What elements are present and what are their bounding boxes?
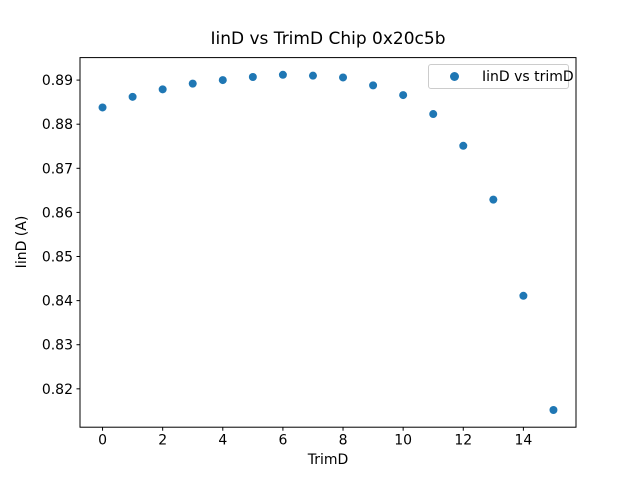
axes-spines [79, 57, 577, 428]
x-tick-label: 6 [278, 433, 287, 449]
y-tick-label: 0.86 [42, 205, 73, 221]
x-tick-label: 14 [514, 433, 532, 449]
data-point [158, 85, 167, 94]
data-point [339, 73, 348, 82]
data-point [519, 291, 528, 300]
data-point [429, 110, 438, 119]
data-point [489, 195, 498, 204]
y-axis-label: IinD (A) [14, 215, 30, 269]
data-point [188, 79, 197, 88]
y-tick-label: 0.88 [42, 117, 73, 133]
legend: IinD vs trimD [428, 64, 574, 89]
y-tick-label: 0.89 [42, 73, 73, 89]
x-axis-label: TrimD [307, 452, 349, 468]
data-point [459, 141, 468, 150]
data-point [308, 71, 317, 80]
x-tick-label: 12 [454, 433, 472, 449]
data-point [128, 92, 137, 101]
chart-title: IinD vs TrimD Chip 0x20c5b [210, 29, 446, 49]
data-point [248, 73, 257, 82]
data-point [278, 70, 287, 79]
y-tick-label: 0.85 [42, 250, 73, 266]
x-tick-label: 4 [218, 433, 227, 449]
x-tick-label: 2 [158, 433, 167, 449]
legend-label: IinD vs trimD [482, 68, 574, 85]
y-tick-label: 0.82 [42, 382, 73, 398]
y-tick-label: 0.87 [42, 161, 73, 177]
x-tick-label: 8 [339, 433, 348, 449]
legend-marker-dot [450, 72, 459, 81]
data-point [369, 81, 378, 90]
x-tick-label: 0 [98, 433, 107, 449]
data-point [98, 103, 107, 112]
data-point [549, 405, 558, 414]
data-point [399, 91, 408, 100]
y-tick-label: 0.84 [42, 294, 73, 310]
data-point [218, 76, 227, 85]
x-tick-label: 10 [394, 433, 412, 449]
y-tick-label: 0.83 [42, 338, 73, 354]
